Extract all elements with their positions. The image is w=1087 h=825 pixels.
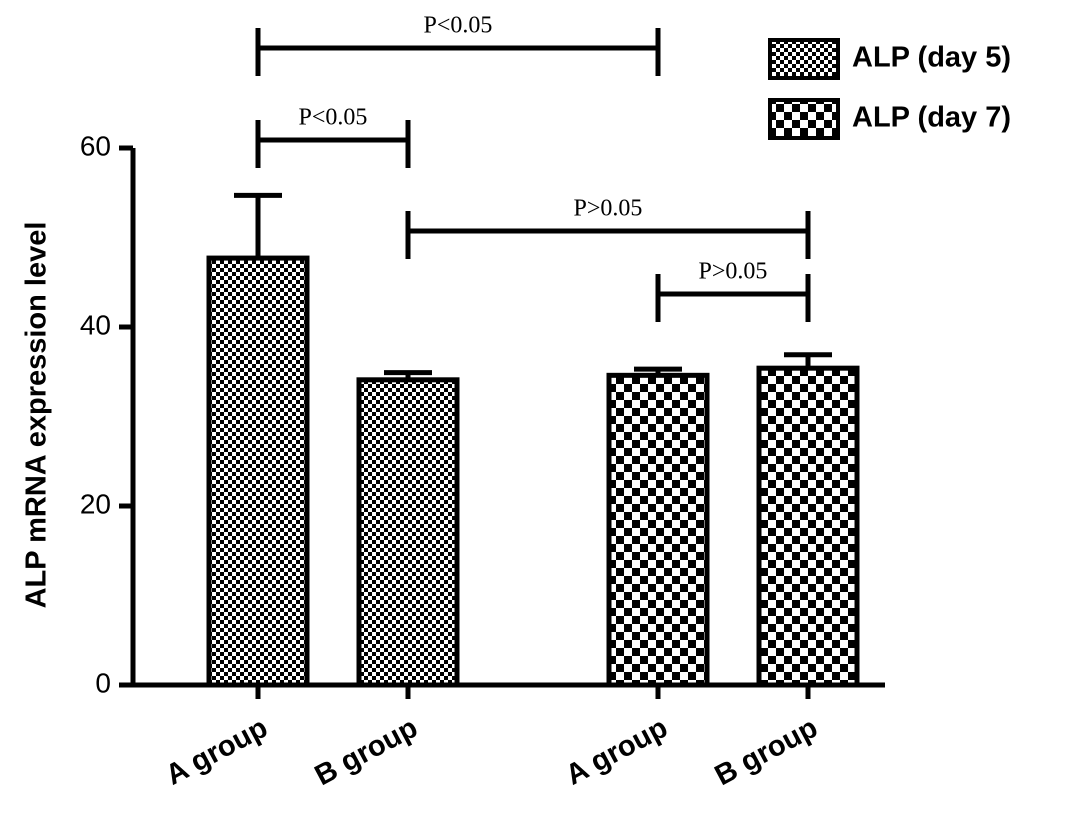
significance-label: P>0.05 [574, 196, 643, 222]
significance-label: P<0.05 [299, 105, 368, 131]
bar [756, 365, 860, 688]
significance-label: P<0.05 [424, 13, 493, 39]
significance-label: P>0.05 [699, 259, 768, 285]
legend-label: ALP (day 7) [852, 102, 1011, 134]
y-tick-label: 60 [80, 130, 111, 161]
y-axis-label: ALP mRNA expression level [21, 222, 53, 609]
legend-swatch [768, 98, 840, 140]
x-tick-label: A group [161, 712, 273, 792]
y-tick-label: 20 [80, 488, 111, 519]
bar [206, 255, 310, 688]
y-tick-label: 0 [95, 667, 111, 698]
x-tick-label: A group [561, 712, 673, 792]
bar [356, 377, 460, 688]
x-tick-label: B group [710, 712, 823, 792]
x-tick-label: B group [310, 712, 423, 792]
legend-label: ALP (day 5) [852, 42, 1011, 74]
y-tick-label: 40 [80, 309, 111, 340]
bar [606, 372, 710, 688]
legend-swatch [768, 38, 840, 80]
